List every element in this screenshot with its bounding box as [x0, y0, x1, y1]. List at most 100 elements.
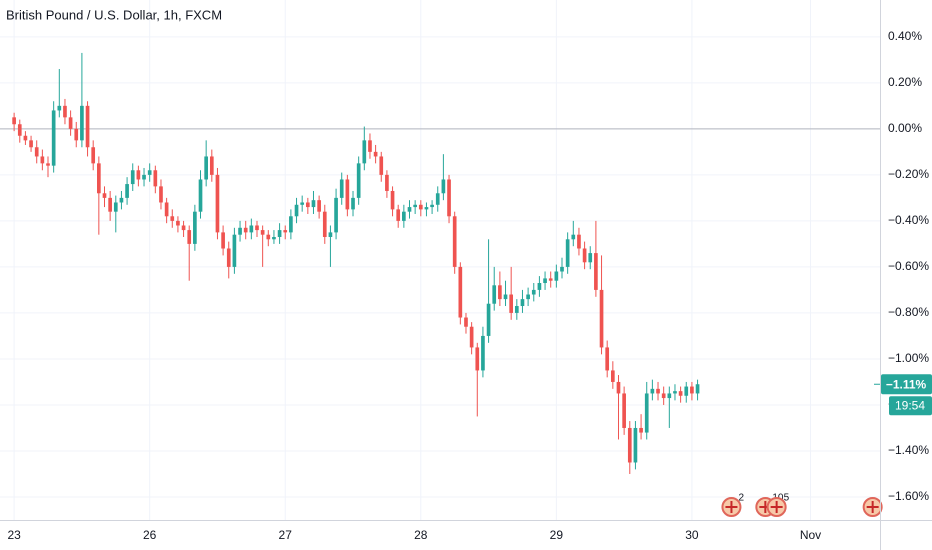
- candles: 2105: [12, 52, 883, 517]
- x-tick-label: 23: [7, 528, 21, 542]
- candle-body: [91, 147, 96, 164]
- candle-body: [452, 216, 457, 267]
- candle-body: [181, 225, 186, 231]
- candle-body: [373, 151, 378, 157]
- candle-body: [656, 388, 660, 394]
- candle-body: [402, 211, 406, 221]
- x-tick-label: 26: [143, 528, 157, 542]
- candle-body: [46, 163, 50, 166]
- candle-body: [345, 179, 350, 210]
- candle-body: [136, 170, 141, 180]
- candle-body: [554, 271, 559, 281]
- candle-body: [605, 347, 610, 371]
- countdown-label: 19:54: [895, 398, 925, 412]
- candle-body: [577, 234, 581, 249]
- candle-body: [413, 204, 417, 208]
- candle-body: [68, 117, 73, 129]
- candle-body: [322, 211, 327, 237]
- candle-body: [633, 427, 638, 463]
- x-tick-label: Nov: [800, 528, 821, 542]
- candle-body: [356, 163, 361, 198]
- candle-body: [560, 266, 564, 272]
- candle-body: [514, 306, 519, 313]
- candle-body: [187, 230, 192, 244]
- event-count: 2: [738, 493, 744, 504]
- candle-body: [599, 289, 604, 348]
- candle-body: [108, 197, 112, 212]
- candle-body: [526, 294, 530, 300]
- candle-body: [289, 216, 293, 233]
- candle-body: [17, 124, 22, 136]
- x-tick-label: 28: [414, 528, 428, 542]
- candle-body: [582, 248, 587, 263]
- candle-body: [503, 294, 508, 300]
- candle-body: [305, 202, 310, 208]
- last-price-label: −1.11%: [886, 377, 927, 391]
- candle-body: [351, 197, 355, 210]
- candle-body: [57, 105, 62, 111]
- x-tick-label: 30: [685, 528, 699, 542]
- chart-title: British Pound / U.S. Dollar, 1h, FXCM: [6, 7, 222, 22]
- candle-body: [23, 135, 28, 141]
- y-tick-label: −1.00%: [888, 351, 929, 365]
- candle-body: [667, 393, 672, 399]
- candle-body: [684, 386, 689, 396]
- candle-body: [362, 140, 367, 164]
- candle-body: [40, 156, 45, 164]
- candle-body: [616, 381, 621, 394]
- candle-body: [283, 230, 288, 233]
- candle-body: [97, 163, 101, 194]
- candle-body: [622, 393, 626, 428]
- candle-body: [142, 174, 146, 180]
- candle-body: [498, 285, 502, 300]
- candle-body: [565, 239, 570, 267]
- candle-body: [695, 384, 700, 394]
- candle-body: [119, 197, 124, 203]
- candle-body: [644, 393, 649, 433]
- last-price-box: [881, 374, 932, 395]
- candle-body: [12, 117, 16, 125]
- candle-body: [170, 216, 175, 221]
- y-tick-label: −1.60%: [888, 489, 929, 503]
- candle-body: [226, 248, 231, 267]
- countdown-box: [889, 396, 932, 416]
- candle-body: [441, 179, 446, 194]
- candle-body: [678, 391, 683, 396]
- candle-body: [153, 170, 158, 187]
- candle-body: [627, 427, 632, 463]
- candle-body: [334, 197, 338, 233]
- x-tick-label: 27: [279, 528, 293, 542]
- candle-body: [113, 202, 118, 212]
- candle-body: [543, 278, 547, 284]
- candle-body: [424, 207, 429, 210]
- candle-body: [639, 427, 643, 433]
- candle-body: [571, 234, 576, 240]
- candle-body: [328, 232, 333, 237]
- candle-body: [232, 234, 237, 267]
- candle-body: [198, 179, 203, 212]
- candle-body: [588, 253, 593, 263]
- candle-body: [176, 220, 180, 226]
- y-tick-label: −0.80%: [888, 305, 929, 319]
- candle-body: [509, 294, 514, 313]
- candle-body: [85, 105, 90, 148]
- candle-body: [272, 236, 276, 240]
- candle-body: [486, 303, 491, 336]
- candle-body: [690, 386, 694, 394]
- candle-body: [611, 370, 615, 382]
- y-tick-label: −0.20%: [888, 167, 929, 181]
- x-tick-label: 29: [550, 528, 564, 542]
- y-tick-label: −0.60%: [888, 259, 929, 273]
- candle-body: [520, 299, 525, 307]
- y-tick-label: −0.40%: [888, 213, 929, 227]
- candle-body: [80, 105, 84, 141]
- candle-body: [159, 186, 163, 203]
- candle-body: [537, 283, 542, 290]
- candle-body: [379, 156, 384, 175]
- candle-body: [238, 227, 242, 235]
- candle-body: [34, 147, 39, 157]
- candle-body: [492, 285, 497, 304]
